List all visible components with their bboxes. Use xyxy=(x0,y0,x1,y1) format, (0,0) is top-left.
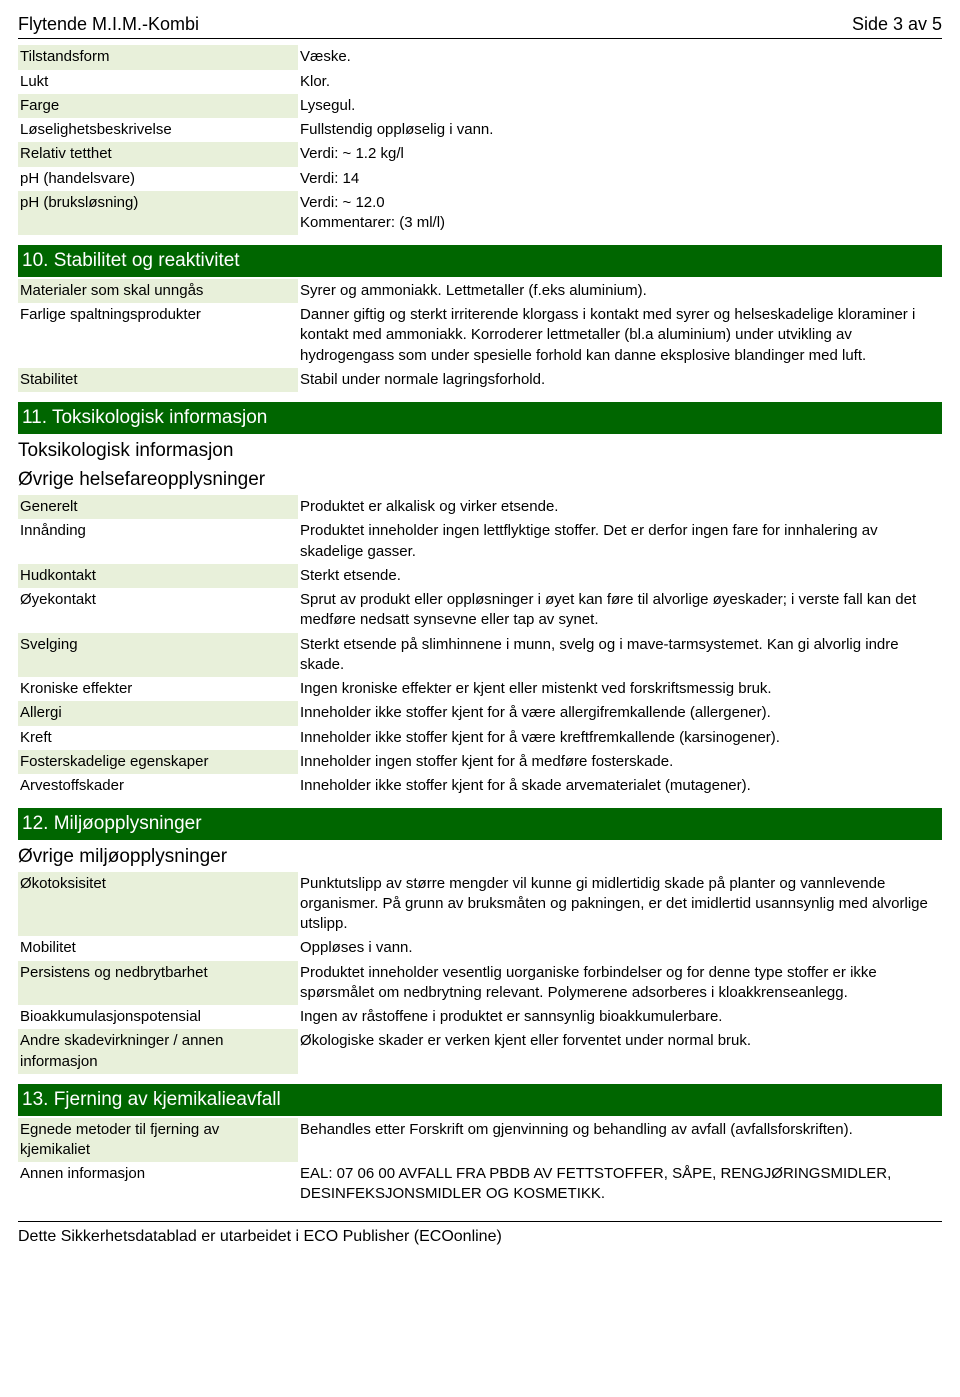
table-row: pH (handelsvare)Verdi: 14 xyxy=(18,167,942,191)
property-value: Ingen kroniske effekter er kjent eller m… xyxy=(298,677,942,701)
table-row: Annen informasjonEAL: 07 06 00 AVFALL FR… xyxy=(18,1162,942,1207)
section-13-header: 13. Fjerning av kjemikalieavfall xyxy=(18,1084,942,1116)
property-label: Fosterskadelige egenskaper xyxy=(18,750,298,774)
table-row: Farlige spaltningsprodukterDanner giftig… xyxy=(18,303,942,368)
table-row: Egnede metoder til fjerning av kjemikali… xyxy=(18,1118,942,1163)
property-value: Klor. xyxy=(298,70,942,94)
property-value: Sterkt etsende. xyxy=(298,564,942,588)
section-11-sub1: Toksikologisk informasjon xyxy=(18,438,942,464)
property-label: Relativ tetthet xyxy=(18,142,298,166)
property-value: Inneholder ikke stoffer kjent for å være… xyxy=(298,726,942,750)
stability-table: Materialer som skal unngåsSyrer og ammon… xyxy=(18,279,942,392)
property-label: Annen informasjon xyxy=(18,1162,298,1207)
table-row: pH (bruksløsning)Verdi: ~ 12.0 Kommentar… xyxy=(18,191,942,236)
property-label: Økotoksisitet xyxy=(18,872,298,937)
property-value: Sterkt etsende på slimhinnene i munn, sv… xyxy=(298,633,942,678)
table-row: Persistens og nedbrytbarhetProduktet inn… xyxy=(18,961,942,1006)
property-label: Farlige spaltningsprodukter xyxy=(18,303,298,368)
section-11-sub2: Øvrige helsefareopplysninger xyxy=(18,467,942,493)
property-value: Stabil under normale lagringsforhold. xyxy=(298,368,942,392)
property-label: Øyekontakt xyxy=(18,588,298,633)
table-row: LøselighetsbeskrivelseFullstendig oppløs… xyxy=(18,118,942,142)
table-row: InnåndingProduktet inneholder ingen lett… xyxy=(18,519,942,564)
section-12-header: 12. Miljøopplysninger xyxy=(18,808,942,840)
section-12-sub1: Øvrige miljøopplysninger xyxy=(18,844,942,870)
property-label: Arvestoffskader xyxy=(18,774,298,798)
property-value: Lysegul. xyxy=(298,94,942,118)
property-label: Løselighetsbeskrivelse xyxy=(18,118,298,142)
table-row: GenereltProduktet er alkalisk og virker … xyxy=(18,495,942,519)
property-label: Tilstandsform xyxy=(18,45,298,69)
property-label: Farge xyxy=(18,94,298,118)
property-value: Inneholder ikke stoffer kjent for å være… xyxy=(298,701,942,725)
table-row: StabilitetStabil under normale lagringsf… xyxy=(18,368,942,392)
property-value: EAL: 07 06 00 AVFALL FRA PBDB AV FETTSTO… xyxy=(298,1162,942,1207)
property-label: Svelging xyxy=(18,633,298,678)
section-11-header: 11. Toksikologisk informasjon xyxy=(18,402,942,434)
property-value: Verdi: 14 xyxy=(298,167,942,191)
property-label: Hudkontakt xyxy=(18,564,298,588)
property-value: Produktet inneholder vesentlig uorganisk… xyxy=(298,961,942,1006)
table-row: Materialer som skal unngåsSyrer og ammon… xyxy=(18,279,942,303)
physical-properties-table: TilstandsformVæske.LuktKlor.FargeLysegul… xyxy=(18,45,942,235)
property-label: pH (bruksløsning) xyxy=(18,191,298,236)
property-label: Persistens og nedbrytbarhet xyxy=(18,961,298,1006)
table-row: Relativ tetthetVerdi: ~ 1.2 kg/l xyxy=(18,142,942,166)
property-label: Materialer som skal unngås xyxy=(18,279,298,303)
property-label: Lukt xyxy=(18,70,298,94)
property-label: Allergi xyxy=(18,701,298,725)
table-row: ArvestoffskaderInneholder ikke stoffer k… xyxy=(18,774,942,798)
table-row: TilstandsformVæske. xyxy=(18,45,942,69)
property-value: Sprut av produkt eller oppløsninger i øy… xyxy=(298,588,942,633)
property-label: Generelt xyxy=(18,495,298,519)
property-value: Punktutslipp av større mengder vil kunne… xyxy=(298,872,942,937)
property-value: Syrer og ammoniakk. Lettmetaller (f.eks … xyxy=(298,279,942,303)
table-row: MobilitetOppløses i vann. xyxy=(18,936,942,960)
property-label: Kroniske effekter xyxy=(18,677,298,701)
property-label: Bioakkumulasjonspotensial xyxy=(18,1005,298,1029)
property-label: pH (handelsvare) xyxy=(18,167,298,191)
table-row: LuktKlor. xyxy=(18,70,942,94)
toxicology-table: GenereltProduktet er alkalisk og virker … xyxy=(18,495,942,798)
table-row: ØkotoksisitetPunktutslipp av større meng… xyxy=(18,872,942,937)
property-value: Oppløses i vann. xyxy=(298,936,942,960)
table-row: Fosterskadelige egenskaperInneholder ing… xyxy=(18,750,942,774)
property-value: Verdi: ~ 1.2 kg/l xyxy=(298,142,942,166)
property-label: Kreft xyxy=(18,726,298,750)
table-row: HudkontaktSterkt etsende. xyxy=(18,564,942,588)
property-label: Stabilitet xyxy=(18,368,298,392)
table-row: KreftInneholder ikke stoffer kjent for å… xyxy=(18,726,942,750)
table-row: ØyekontaktSprut av produkt eller oppløsn… xyxy=(18,588,942,633)
property-label: Andre skadevirkninger / annen informasjo… xyxy=(18,1029,298,1074)
property-value: Væske. xyxy=(298,45,942,69)
property-value: Behandles etter Forskrift om gjenvinning… xyxy=(298,1118,942,1163)
property-label: Innånding xyxy=(18,519,298,564)
table-row: BioakkumulasjonspotensialIngen av råstof… xyxy=(18,1005,942,1029)
property-label: Egnede metoder til fjerning av kjemikali… xyxy=(18,1118,298,1163)
property-value: Inneholder ingen stoffer kjent for å med… xyxy=(298,750,942,774)
property-value: Inneholder ikke stoffer kjent for å skad… xyxy=(298,774,942,798)
property-value: Produktet inneholder ingen lettflyktige … xyxy=(298,519,942,564)
document-title: Flytende M.I.M.-Kombi xyxy=(18,12,199,36)
property-value: Ingen av råstoffene i produktet er sanns… xyxy=(298,1005,942,1029)
disposal-table: Egnede metoder til fjerning av kjemikali… xyxy=(18,1118,942,1207)
property-label: Mobilitet xyxy=(18,936,298,960)
page-indicator: Side 3 av 5 xyxy=(852,12,942,36)
property-value: Produktet er alkalisk og virker etsende. xyxy=(298,495,942,519)
table-row: Kroniske effekterIngen kroniske effekter… xyxy=(18,677,942,701)
table-row: SvelgingSterkt etsende på slimhinnene i … xyxy=(18,633,942,678)
section-10-header: 10. Stabilitet og reaktivitet xyxy=(18,245,942,277)
table-row: Andre skadevirkninger / annen informasjo… xyxy=(18,1029,942,1074)
table-row: FargeLysegul. xyxy=(18,94,942,118)
page-header: Flytende M.I.M.-Kombi Side 3 av 5 xyxy=(18,12,942,39)
property-value: Danner giftig og sterkt irriterende klor… xyxy=(298,303,942,368)
property-value: Fullstendig oppløselig i vann. xyxy=(298,118,942,142)
table-row: AllergiInneholder ikke stoffer kjent for… xyxy=(18,701,942,725)
property-value: Økologiske skader er verken kjent eller … xyxy=(298,1029,942,1074)
footer-note: Dette Sikkerhetsdatablad er utarbeidet i… xyxy=(18,1221,942,1248)
environment-table: ØkotoksisitetPunktutslipp av større meng… xyxy=(18,872,942,1074)
property-value: Verdi: ~ 12.0 Kommentarer: (3 ml/l) xyxy=(298,191,942,236)
